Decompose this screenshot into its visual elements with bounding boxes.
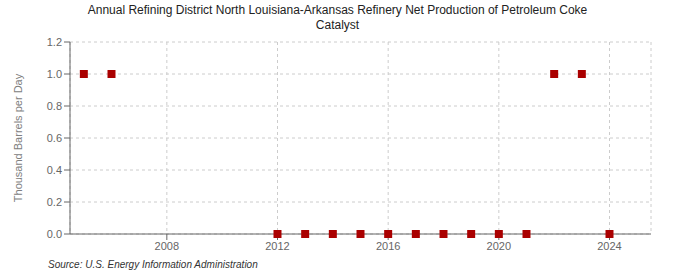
svg-text:2008: 2008 [155, 240, 179, 252]
svg-text:Thousand Barrels per Day: Thousand Barrels per Day [12, 73, 24, 202]
svg-text:0.8: 0.8 [47, 100, 62, 112]
svg-text:0.0: 0.0 [47, 228, 62, 240]
svg-text:0.4: 0.4 [47, 164, 62, 176]
svg-text:1.0: 1.0 [47, 68, 62, 80]
svg-text:2012: 2012 [265, 240, 289, 252]
svg-text:2016: 2016 [376, 240, 400, 252]
svg-text:2020: 2020 [487, 240, 511, 252]
svg-text:0.6: 0.6 [47, 132, 62, 144]
svg-text:1.2: 1.2 [47, 36, 62, 48]
svg-text:0.2: 0.2 [47, 196, 62, 208]
svg-text:2024: 2024 [597, 240, 621, 252]
html-text:Annual Refining District North: Annual Refining District North Louisiana… [87, 3, 588, 32]
html-text:Source: U.S. Energy Informatio: Source: U.S. Energy Information Administ… [48, 259, 258, 270]
